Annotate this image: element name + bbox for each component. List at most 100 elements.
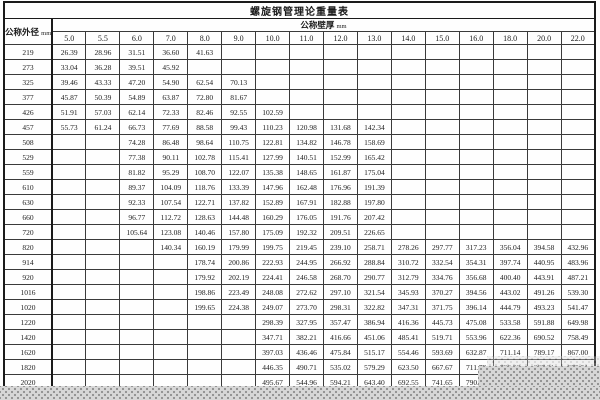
od-label: 529 xyxy=(3,149,53,165)
weight-cell xyxy=(492,89,528,105)
weight-cell xyxy=(390,119,426,135)
weight-cell: 397.03 xyxy=(255,344,291,360)
thickness-col-header: 9.0 xyxy=(221,31,257,45)
weight-cell: 88.58 xyxy=(187,119,223,135)
weight-cell xyxy=(51,344,87,360)
table-row: 820 140.34 160.19 179.99 199.75 219.45 239.10 2… xyxy=(3,239,596,255)
weight-cell: 140.51 xyxy=(289,149,324,165)
weight-cell: 354.31 xyxy=(458,254,494,270)
weight-cell xyxy=(492,104,528,120)
thickness-col-header: 15.0 xyxy=(424,31,460,45)
weight-cell xyxy=(51,164,87,180)
weight-cell: 36.60 xyxy=(153,44,189,60)
weight-cell xyxy=(153,269,189,285)
weight-cell: 57.03 xyxy=(85,104,121,120)
weight-cell xyxy=(255,59,291,75)
od-label: 920 xyxy=(3,269,53,285)
weight-cell: 396.14 xyxy=(458,299,494,315)
weight-cell: 144.48 xyxy=(221,209,257,225)
weight-cell xyxy=(492,224,528,240)
thickness-col-header: 13.0 xyxy=(356,31,392,45)
weight-cell xyxy=(526,149,562,165)
weight-cell: 146.78 xyxy=(323,134,358,150)
weight-cell: 26.39 xyxy=(51,44,87,60)
scan-artifact-dither-strip xyxy=(0,386,600,400)
weight-cell: 108.70 xyxy=(187,164,223,180)
weight-cell xyxy=(390,149,426,165)
weight-cell xyxy=(526,74,562,90)
weight-cell xyxy=(526,89,562,105)
weight-cell: 104.09 xyxy=(153,179,189,195)
weight-cell xyxy=(492,74,528,90)
weight-cell xyxy=(458,59,494,75)
weight-cell: 278.26 xyxy=(390,239,426,255)
weight-cell: 321.54 xyxy=(356,284,392,300)
weight-cell: 165.42 xyxy=(356,149,392,165)
weight-cell xyxy=(390,134,426,150)
weight-cell: 148.65 xyxy=(289,164,324,180)
od-label: 1220 xyxy=(3,314,53,330)
weight-cell xyxy=(492,194,528,210)
weight-cell xyxy=(119,344,155,360)
weight-cell xyxy=(289,89,324,105)
table-row: 559 81.82 95.29 108.70 122.07 135.38 148.65 161… xyxy=(3,164,596,180)
weight-cell: 224.38 xyxy=(221,299,257,315)
thickness-col-header: 20.0 xyxy=(526,31,562,45)
weight-cell xyxy=(526,119,562,135)
weight-cell: 317.23 xyxy=(458,239,494,255)
weight-cell xyxy=(492,119,528,135)
weight-cell xyxy=(85,314,121,330)
weight-cell: 249.07 xyxy=(255,299,291,315)
od-label: 219 xyxy=(3,44,53,60)
weight-cell: 110.23 xyxy=(255,119,291,135)
weight-cell xyxy=(390,89,426,105)
weight-cell: 147.96 xyxy=(255,179,291,195)
weight-cell: 160.19 xyxy=(187,239,223,255)
weight-cell xyxy=(526,164,562,180)
weight-cell xyxy=(424,74,460,90)
weight-cell: 72.33 xyxy=(153,104,189,120)
table-row: 914 178.74 200.86 222.93 244.95 266.92 288.84 3… xyxy=(3,254,596,270)
weight-cell xyxy=(153,314,189,330)
od-label: 720 xyxy=(3,224,53,240)
weight-cell: 55.73 xyxy=(51,119,87,135)
weight-cell xyxy=(424,209,460,225)
weight-cell xyxy=(153,254,189,270)
weight-cell xyxy=(492,59,528,75)
weight-cell: 436.46 xyxy=(289,344,324,360)
weight-cell xyxy=(424,104,460,120)
od-label: 820 xyxy=(3,239,53,255)
weight-cell: 444.79 xyxy=(492,299,528,315)
weight-cell xyxy=(492,149,528,165)
weight-cell: 54.89 xyxy=(119,89,155,105)
weight-cell xyxy=(458,209,494,225)
weight-cell: 200.86 xyxy=(221,254,257,270)
weight-cell xyxy=(153,299,189,315)
weight-cell: 105.64 xyxy=(119,224,155,240)
weight-cell xyxy=(119,239,155,255)
weight-cell xyxy=(85,359,121,375)
weight-cell xyxy=(560,44,596,60)
weight-cell: 92.33 xyxy=(119,194,155,210)
weight-cell xyxy=(153,329,189,345)
weight-cell xyxy=(560,164,596,180)
weight-cell xyxy=(560,194,596,210)
weight-cell: 224.41 xyxy=(255,269,291,285)
weight-cell: 297.10 xyxy=(323,284,358,300)
weight-cell: 142.34 xyxy=(356,119,392,135)
weight-cell xyxy=(119,254,155,270)
weight-cell xyxy=(458,164,494,180)
weight-cell: 272.62 xyxy=(289,284,324,300)
weight-cell xyxy=(153,359,189,375)
weight-cell: 382.21 xyxy=(289,329,324,345)
weight-cell xyxy=(85,344,121,360)
weight-cell: 223.49 xyxy=(221,284,257,300)
weight-cell: 199.75 xyxy=(255,239,291,255)
weight-cell: 98.64 xyxy=(187,134,223,150)
weight-cell: 82.46 xyxy=(187,104,223,120)
od-label: 1420 xyxy=(3,329,53,345)
weight-cell: 443.02 xyxy=(492,284,528,300)
weight-cell: 179.92 xyxy=(187,269,223,285)
table-row: 1220 298.39 327.95 357.47 386.94 416.36 445.73… xyxy=(3,314,596,330)
thickness-columns-row: 5.0 5.5 6.0 7.0 8.0 9.0 10.0 11.0 12.0 13.0 14.0 15… xyxy=(4,31,596,45)
